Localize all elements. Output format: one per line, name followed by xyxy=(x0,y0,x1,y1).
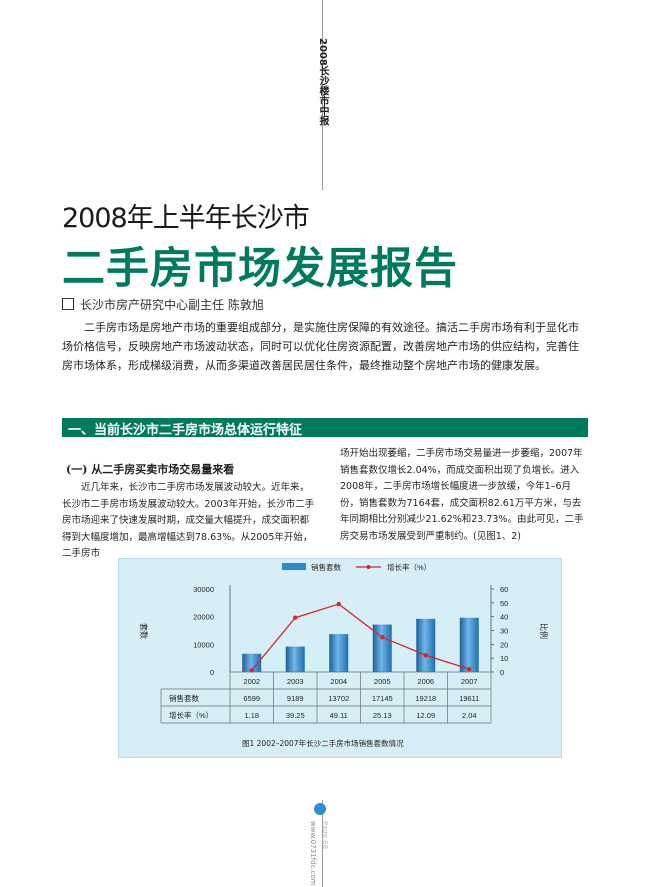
page-footer: www.0731fdc.com Page 68 xyxy=(309,803,333,886)
chart-caption: 图1 2002–2007年长沙二手房市场销售套数情况 xyxy=(242,739,404,748)
footer-page-number: Page 68 xyxy=(321,821,329,850)
title-line-2: 二手房市场发展报告 xyxy=(62,244,458,294)
y-tick-label: 30000 xyxy=(193,585,214,594)
legend-bar-swatch xyxy=(282,563,306,570)
y2-tick-label: 20 xyxy=(500,640,508,649)
x-tick-label: 2002 xyxy=(243,677,260,686)
subheading: (一) 从二手房买卖市场交易量来看 xyxy=(66,463,235,476)
y2-tick-label: 40 xyxy=(500,613,508,622)
table-cell: 2.04 xyxy=(462,711,477,720)
table-cell: 39.25 xyxy=(286,711,305,720)
legend-bar-label: 销售套数 xyxy=(311,562,341,572)
table-cell: 12.09 xyxy=(416,711,435,720)
legend-line-label: 增长率（%） xyxy=(387,562,431,572)
section-heading: 一、当前长沙市二手房市场总体运行特征 xyxy=(68,423,303,438)
bottom-divider-line xyxy=(322,800,323,887)
growth-point-2007 xyxy=(467,666,472,672)
growth-point-2006 xyxy=(423,653,428,658)
table-cell: 9189 xyxy=(287,694,304,703)
bar-2004 xyxy=(329,634,349,672)
growth-point-2002 xyxy=(249,668,254,673)
table-row-label: 增长率（%） xyxy=(169,710,213,720)
x-tick-label: 2004 xyxy=(330,677,347,686)
bar-2002 xyxy=(242,653,262,672)
circle-logo-icon xyxy=(314,803,326,815)
title-line-1: 2008年上半年长沙市 xyxy=(62,203,310,234)
y2-tick-label: 0 xyxy=(500,668,504,677)
table-cell: 6599 xyxy=(243,694,260,703)
footer-url: www.0731fdc.com xyxy=(309,821,317,886)
lead-paragraph: 二手房市场是房地产市场的重要组成部分，是实施住房保障的有效途径。搞活二手房市场有… xyxy=(62,321,579,372)
bar-2007 xyxy=(459,617,479,672)
bar-2005 xyxy=(372,624,392,672)
author-text: 长沙市房产研究中心副主任 陈敦旭 xyxy=(80,298,264,312)
table-cell: 1.18 xyxy=(244,711,259,720)
y-tick-label: 0 xyxy=(210,668,214,677)
y2-axis-title: 比例 xyxy=(539,623,549,639)
body-column-left: 近几年来，长沙市二手房市场发展波动较大。近年来，长沙市二手房市场发展波动较大。2… xyxy=(62,482,315,560)
chart-panel: 销售套数 增长率（%） 30000 20000 10000 0 60 50 40 30 20 10 0 套… xyxy=(118,558,562,758)
growth-point-2004 xyxy=(336,601,341,607)
y2-tick-label: 50 xyxy=(500,599,508,608)
table-cell: 19218 xyxy=(415,694,436,703)
y-tick-label: 20000 xyxy=(193,613,214,622)
y2-tick-label: 30 xyxy=(500,627,508,636)
top-divider-line xyxy=(322,0,323,190)
y2-tick-label: 60 xyxy=(500,585,508,594)
x-tick-label: 2006 xyxy=(417,677,434,686)
table-row-label: 销售套数 xyxy=(169,693,199,703)
growth-point-2005 xyxy=(380,635,385,640)
x-tick-label: 2005 xyxy=(374,677,391,686)
bar-2006 xyxy=(416,618,436,672)
y2-tick-label: 10 xyxy=(500,654,508,663)
table-cell: 49.11 xyxy=(330,711,348,720)
x-tick-label: 2003 xyxy=(287,677,304,686)
x-tick-label: 2007 xyxy=(461,677,478,686)
table-cell: 13702 xyxy=(328,694,349,703)
running-head: 2008长沙楼市中报 xyxy=(317,38,328,126)
square-bullet-icon xyxy=(62,298,74,310)
body-column-right: 场开始出现萎缩，二手房市场交易量进一步萎缩，2007年销售套数仅增长2.04%，… xyxy=(340,448,584,542)
chart-svg: 销售套数 增长率（%）30000200001000006050403020100套… xyxy=(139,562,549,724)
section-heading-bar: 一、当前长沙市二手房市场总体运行特征 xyxy=(62,418,588,438)
growth-point-2003 xyxy=(293,615,298,620)
y-tick-label: 10000 xyxy=(193,640,214,649)
y-axis-title: 套数 xyxy=(139,623,149,639)
bar-2003 xyxy=(285,646,305,672)
growth-rate-line xyxy=(251,603,470,671)
legend-line-marker xyxy=(366,565,371,569)
table-cell: 19611 xyxy=(459,694,479,703)
table-cell: 25.13 xyxy=(373,711,392,720)
table-cell: 17145 xyxy=(372,694,393,703)
author-line: 长沙市房产研究中心副主任 陈敦旭 xyxy=(62,296,264,313)
